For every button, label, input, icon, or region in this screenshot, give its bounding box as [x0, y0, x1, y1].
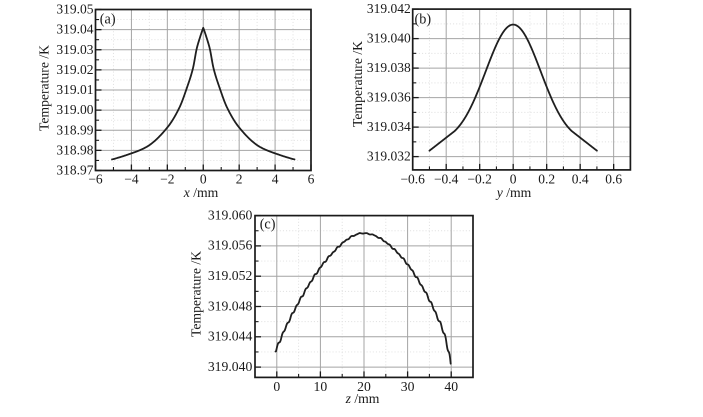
- svg-text:319.01: 319.01: [56, 82, 93, 97]
- svg-text:(a): (a): [100, 12, 116, 28]
- svg-text:0: 0: [510, 171, 517, 186]
- svg-text:−0.4: −0.4: [434, 171, 459, 186]
- svg-text:30: 30: [401, 379, 415, 394]
- svg-text:318.99: 318.99: [56, 122, 93, 137]
- svg-text:2: 2: [236, 171, 243, 186]
- svg-text:319.056: 319.056: [208, 238, 253, 253]
- svg-text:x /mm: x /mm: [183, 185, 219, 200]
- svg-text:319.042: 319.042: [367, 1, 411, 16]
- svg-text:319.034: 319.034: [367, 119, 411, 134]
- svg-text:319.040: 319.040: [208, 359, 253, 374]
- svg-text:−0.2: −0.2: [467, 171, 492, 186]
- svg-text:319.040: 319.040: [367, 31, 411, 46]
- svg-text:Temperature /K: Temperature /K: [350, 41, 365, 127]
- svg-text:319.04: 319.04: [56, 22, 93, 37]
- svg-text:319.02: 319.02: [56, 62, 93, 77]
- svg-text:Temperature /K: Temperature /K: [189, 251, 204, 337]
- svg-text:319.05: 319.05: [56, 2, 93, 17]
- svg-text:−2: −2: [160, 171, 174, 186]
- svg-text:319.052: 319.052: [208, 268, 253, 283]
- svg-text:−0.6: −0.6: [400, 171, 425, 186]
- svg-text:−6: −6: [88, 171, 103, 186]
- svg-text:0.2: 0.2: [538, 171, 555, 186]
- svg-text:319.060: 319.060: [208, 207, 253, 222]
- svg-text:319.03: 319.03: [56, 42, 93, 57]
- svg-text:10: 10: [314, 379, 328, 394]
- svg-text:319.048: 319.048: [208, 298, 253, 313]
- svg-text:6: 6: [308, 171, 315, 186]
- svg-text:40: 40: [444, 379, 458, 394]
- svg-text:4: 4: [272, 171, 279, 186]
- svg-text:319.044: 319.044: [208, 329, 253, 344]
- svg-text:z /mm: z /mm: [345, 391, 380, 406]
- svg-text:−4: −4: [124, 171, 139, 186]
- svg-text:Temperature /K: Temperature /K: [37, 45, 52, 131]
- svg-text:319.032: 319.032: [367, 149, 411, 164]
- svg-text:0.4: 0.4: [572, 171, 589, 186]
- svg-text:20: 20: [357, 379, 371, 394]
- svg-text:0.6: 0.6: [605, 171, 622, 186]
- svg-text:(c): (c): [260, 217, 276, 233]
- svg-text:0: 0: [200, 171, 207, 186]
- svg-text:319.038: 319.038: [367, 60, 411, 75]
- svg-text:318.98: 318.98: [56, 142, 93, 157]
- svg-text:y /mm: y /mm: [495, 185, 532, 200]
- svg-text:(b): (b): [415, 11, 432, 27]
- svg-text:0: 0: [273, 379, 280, 394]
- svg-text:319.00: 319.00: [56, 102, 93, 117]
- svg-text:318.97: 318.97: [56, 163, 93, 178]
- svg-text:319.036: 319.036: [367, 90, 411, 105]
